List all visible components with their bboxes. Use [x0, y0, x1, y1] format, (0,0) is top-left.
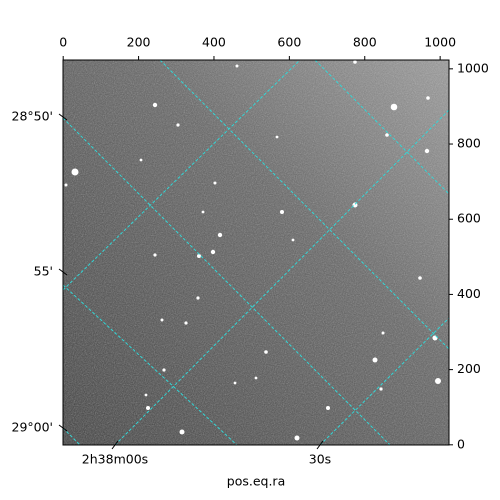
- grid-line: [319, 317, 449, 445]
- y-tick-label: 0: [457, 436, 465, 451]
- x-tick-label: 600: [277, 35, 301, 50]
- grid-line: [159, 60, 449, 350]
- x-tick-label: 800: [353, 35, 377, 50]
- dec-tick-label: 55': [34, 264, 53, 279]
- y-tick-label: 200: [457, 361, 481, 376]
- dec-tick: [58, 113, 68, 121]
- ra-tick-label: 30s: [309, 452, 331, 467]
- grid-line: [63, 427, 81, 445]
- dec-tick-label: 29°00': [12, 420, 54, 435]
- grid-line: [63, 117, 391, 445]
- y-tick-label: 400: [457, 286, 481, 301]
- dec-tick: [58, 268, 68, 276]
- x-tick-label: 200: [127, 35, 151, 50]
- grid-line: [314, 60, 449, 195]
- image: [63, 60, 449, 445]
- ra-tick-label: 2h38m00s: [82, 452, 148, 467]
- y-tick-label: 800: [457, 136, 481, 151]
- y-tick-label: 600: [457, 211, 481, 226]
- grid-line: [63, 60, 301, 291]
- x-tick-label: 400: [202, 35, 226, 50]
- axes-frame: [62, 59, 450, 446]
- grid-line: [63, 284, 238, 445]
- stars: [64, 60, 441, 441]
- grid-line: [114, 109, 449, 445]
- x-axis-label: pos.eq.ra: [227, 474, 285, 489]
- dec-tick-label: 28°50': [12, 109, 54, 124]
- y-tick-label: 1000: [457, 60, 489, 75]
- x-tick-label: 0: [59, 35, 67, 50]
- dec-tick: [58, 424, 68, 432]
- coordinate-grid: [63, 60, 449, 445]
- x-tick-label: 1000: [424, 35, 456, 50]
- ra-tick: [316, 440, 324, 450]
- ra-tick: [111, 440, 119, 450]
